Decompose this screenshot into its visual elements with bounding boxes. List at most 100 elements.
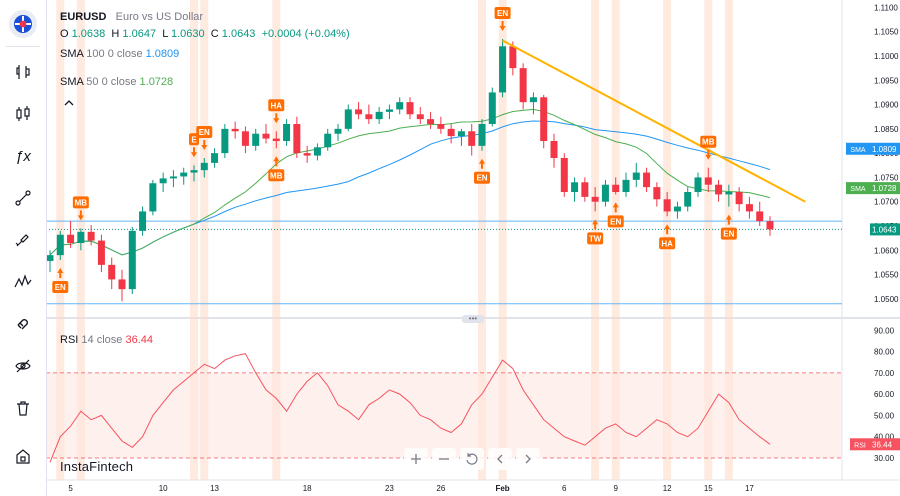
pattern-icon[interactable] bbox=[7, 266, 39, 298]
marker-en: EN bbox=[720, 214, 737, 240]
marker-arrow-up bbox=[57, 268, 64, 278]
candle-body bbox=[139, 211, 147, 231]
candle-body bbox=[612, 184, 620, 192]
marker-label: EN bbox=[610, 217, 621, 226]
marker-arrow-down bbox=[499, 21, 506, 31]
candle-body bbox=[118, 279, 126, 290]
rsi-tick-label: 50.00 bbox=[874, 411, 895, 420]
badge-label: SMA bbox=[850, 186, 866, 193]
price-tick-label: 1.0600 bbox=[874, 246, 899, 255]
magnet-icon[interactable] bbox=[7, 308, 39, 340]
badge-value-bg bbox=[870, 438, 900, 451]
chevron-up-icon[interactable] bbox=[62, 98, 76, 112]
marker-label: HA bbox=[661, 239, 673, 248]
candle-body bbox=[550, 141, 558, 158]
change-value: +0.0004 (+0.04%) bbox=[261, 28, 350, 40]
scroll-left-icon[interactable] bbox=[488, 448, 512, 470]
candle-body bbox=[365, 114, 373, 120]
candle-body bbox=[293, 124, 301, 154]
marker-arrow-down bbox=[705, 149, 712, 160]
marker-mb: MB bbox=[700, 135, 717, 160]
rsi-legend[interactable]: RSI 14 close 36.44 bbox=[60, 334, 153, 346]
candle-body bbox=[108, 264, 116, 280]
candle-body bbox=[416, 114, 424, 120]
zoom-in-icon[interactable] bbox=[404, 448, 428, 470]
trendline bbox=[502, 39, 806, 203]
close-value: 1.0643 bbox=[221, 28, 256, 40]
candle-body bbox=[252, 133, 260, 146]
candle-body bbox=[406, 102, 414, 115]
candle-body bbox=[211, 153, 219, 163]
candle-body bbox=[427, 119, 435, 124]
heikin-ashi-icon[interactable] bbox=[7, 56, 39, 88]
lock-icon[interactable] bbox=[7, 440, 39, 472]
price-tick-label: 1.1000 bbox=[874, 52, 899, 61]
marker-ha: HA bbox=[659, 224, 676, 250]
candle-body bbox=[591, 196, 599, 202]
brush-icon[interactable] bbox=[7, 224, 39, 256]
badge-label: SMA bbox=[850, 147, 866, 154]
marker-box bbox=[474, 171, 490, 184]
badge-value-bg bbox=[870, 223, 900, 236]
drawing-icon[interactable] bbox=[7, 182, 39, 214]
candle-body bbox=[540, 97, 548, 141]
candle-body bbox=[673, 206, 681, 212]
marker-label: MB bbox=[270, 171, 283, 180]
rsi-params: 14 close bbox=[81, 334, 123, 346]
function-icon[interactable]: ƒx bbox=[15, 147, 31, 165]
symbol-name[interactable]: EURUSD bbox=[60, 11, 107, 23]
candle-body bbox=[200, 162, 208, 171]
sma50-value: 1.0728 bbox=[139, 76, 174, 88]
candle-body bbox=[283, 124, 291, 141]
zoom-out-icon[interactable] bbox=[432, 448, 456, 470]
candle-body bbox=[663, 199, 671, 212]
marker-box bbox=[720, 227, 737, 240]
marker-arrow-down bbox=[201, 140, 208, 150]
candle-body bbox=[632, 172, 640, 180]
high-value: 1.0647 bbox=[122, 28, 157, 40]
price-badge: SMA 1.0809 bbox=[846, 142, 900, 155]
candle-body bbox=[560, 158, 568, 192]
event-band bbox=[704, 0, 713, 480]
price-tick-label: 1.0900 bbox=[874, 101, 899, 110]
flag-icon[interactable] bbox=[9, 10, 37, 38]
hide-icon[interactable] bbox=[7, 350, 39, 382]
rsi-line bbox=[49, 353, 771, 463]
rsi-band bbox=[46, 372, 842, 458]
candle-body bbox=[97, 240, 105, 265]
marker-label: EN bbox=[476, 174, 487, 183]
sma100-value: 1.0809 bbox=[145, 48, 180, 60]
marker-label: MB bbox=[702, 138, 715, 147]
sma100-legend[interactable]: SMA 100 0 close 1.0809 bbox=[60, 48, 179, 60]
sma50-legend[interactable]: SMA 50 0 close 1.0728 bbox=[60, 76, 173, 88]
candle-body bbox=[375, 111, 383, 120]
candle-body bbox=[684, 192, 692, 207]
pane-resize-handle[interactable]: ••• bbox=[462, 315, 484, 323]
candle-body bbox=[499, 46, 507, 93]
marker-en: EN bbox=[607, 202, 624, 228]
reset-icon[interactable] bbox=[460, 448, 484, 470]
marker-label: MB bbox=[75, 198, 88, 207]
sma100-params: 100 0 close bbox=[86, 48, 143, 60]
ohlc-legend: O 1.0638 H 1.0647 L 1.0630 C 1.0643 +0.0… bbox=[60, 28, 350, 40]
event-band bbox=[478, 0, 486, 480]
time-tick-label: 18 bbox=[303, 484, 312, 493]
badge-value: 36.44 bbox=[872, 440, 893, 449]
candle-body bbox=[447, 128, 455, 137]
marker-box bbox=[268, 169, 285, 182]
candle-body bbox=[56, 234, 64, 256]
candles-icon[interactable] bbox=[7, 98, 39, 130]
candle-body bbox=[159, 178, 167, 184]
time-tick-label: 10 bbox=[159, 484, 168, 493]
trash-icon[interactable] bbox=[7, 392, 39, 424]
price-tick-label: 1.0500 bbox=[874, 295, 899, 304]
brand-logo: InstaFintech bbox=[60, 459, 134, 474]
scroll-right-icon[interactable] bbox=[516, 448, 540, 470]
marker-box bbox=[52, 281, 69, 293]
marker-box bbox=[72, 196, 89, 209]
low-label: L bbox=[162, 28, 168, 40]
close-label: C bbox=[210, 28, 219, 40]
candle-body bbox=[128, 230, 136, 290]
sma50-line bbox=[49, 108, 771, 256]
